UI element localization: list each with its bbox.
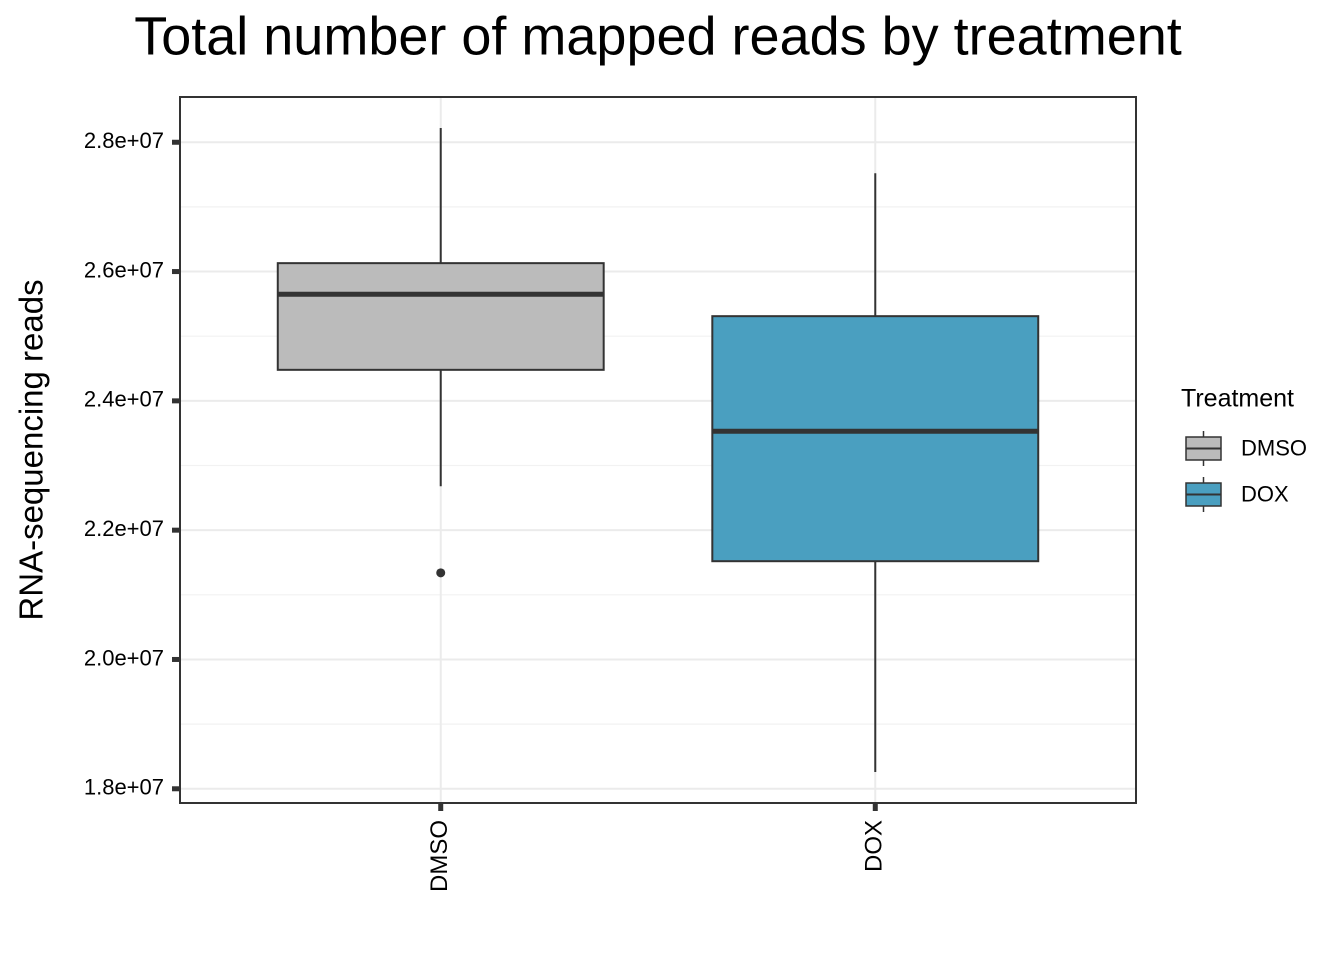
- legend-title: Treatment: [1181, 385, 1294, 413]
- y-axis-label: RNA-sequencing reads: [13, 279, 50, 620]
- panel-border: [179, 96, 1137, 804]
- y-tick-label: 2.2e+07: [84, 516, 164, 541]
- box: [711, 315, 1040, 563]
- y-tick-label: 1.8e+07: [84, 775, 164, 800]
- box: [276, 262, 605, 371]
- y-tick-label: 2.8e+07: [84, 128, 164, 153]
- legend-label: DOX: [1241, 481, 1289, 506]
- chart-title: Total number of mapped reads by treatmen…: [134, 6, 1182, 66]
- y-tick-label: 2.0e+07: [84, 645, 164, 670]
- y-tick-label: 2.6e+07: [84, 257, 164, 282]
- x-tick-label: DOX: [861, 820, 888, 872]
- x-tick-label: DMSO: [426, 820, 453, 892]
- legend-label: DMSO: [1241, 435, 1307, 460]
- outlier: [436, 568, 446, 578]
- y-tick-label: 2.4e+07: [84, 387, 164, 412]
